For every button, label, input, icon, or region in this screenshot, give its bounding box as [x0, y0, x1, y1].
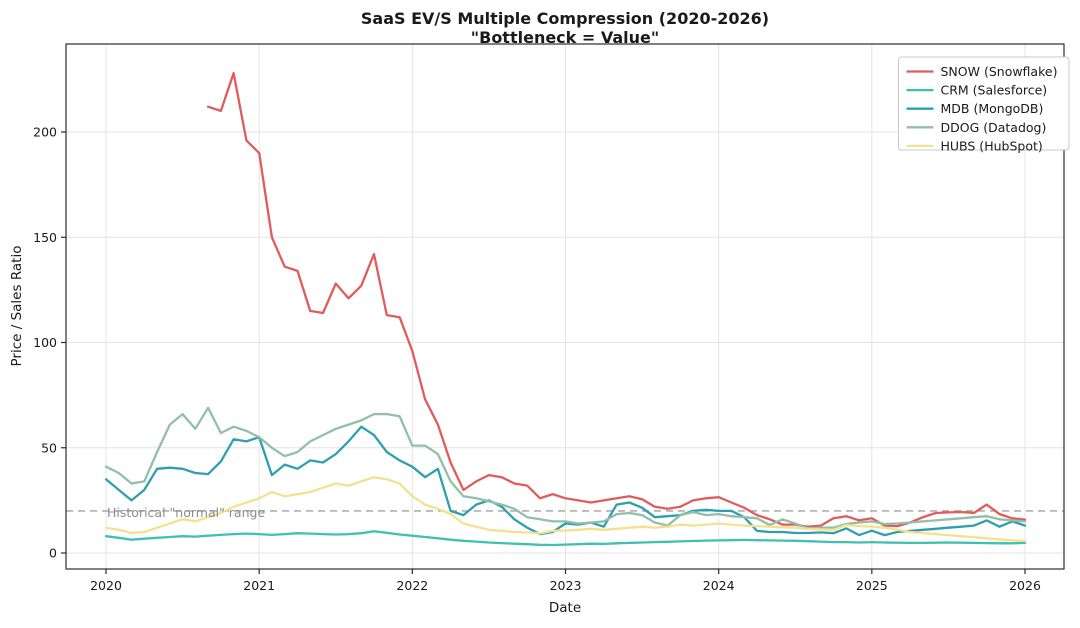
- chart-subtitle: "Bottleneck = Value": [471, 28, 659, 47]
- legend: SNOW (Snowflake) CRM (Salesforce) MDB (Mon…: [898, 56, 1070, 153]
- x-tick-2025: 2025: [856, 578, 888, 593]
- x-tick-2021: 2021: [243, 578, 275, 593]
- legend-item-DDOG: DDOG (Datadog): [941, 120, 1047, 135]
- normal-range-annotation: Historical "normal" range: [107, 505, 265, 520]
- y-tick-100: 100: [33, 335, 57, 350]
- x-axis-label: Date: [549, 600, 581, 616]
- y-tick-150: 150: [33, 230, 57, 245]
- series-line-CRM: [104, 530, 1027, 547]
- y-tick-labels: 0 50 100 150 200: [33, 125, 57, 561]
- gridlines: [66, 44, 1064, 569]
- y-tick-200: 200: [33, 125, 57, 140]
- x-tick-2026: 2026: [1009, 578, 1041, 593]
- series-line-SNOW: [206, 71, 1027, 528]
- chart-title: SaaS EV/S Multiple Compression (2020-202…: [361, 9, 769, 28]
- series-lines: [104, 71, 1027, 547]
- x-tick-2024: 2024: [703, 578, 735, 593]
- y-tick-0: 0: [49, 546, 57, 561]
- y-tick-50: 50: [41, 440, 57, 455]
- x-tick-2022: 2022: [396, 578, 428, 593]
- legend-item-SNOW: SNOW (Snowflake): [941, 64, 1058, 79]
- y-axis-label: Price / Sales Ratio: [9, 246, 25, 367]
- series-line-HUBS: [104, 476, 1027, 543]
- legend-item-CRM: CRM (Salesforce): [941, 83, 1048, 98]
- series-line-DDOG: [104, 406, 1027, 530]
- x-tick-2020: 2020: [90, 578, 122, 593]
- legend-item-HUBS: HUBS (HubSpot): [941, 138, 1043, 153]
- x-tick-labels: 2020 2021 2022 2023 2024 2025 2026: [90, 578, 1041, 593]
- axis-ticks: [61, 131, 1026, 574]
- legend-item-MDB: MDB (MongoDB): [941, 101, 1044, 116]
- x-tick-2023: 2023: [550, 578, 582, 593]
